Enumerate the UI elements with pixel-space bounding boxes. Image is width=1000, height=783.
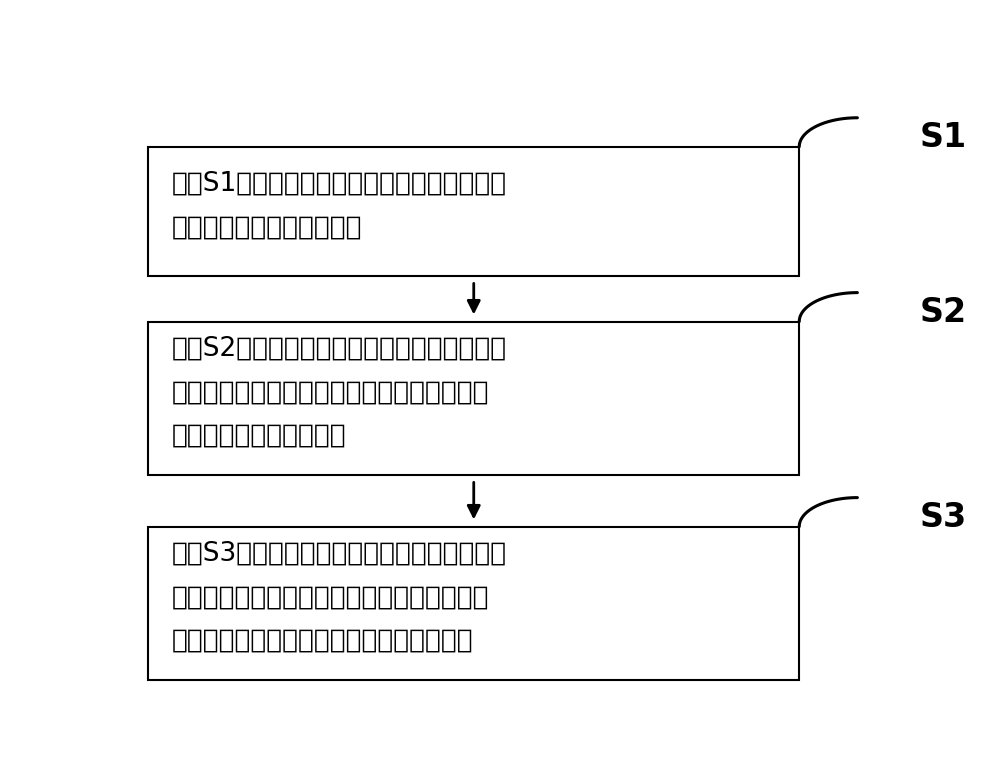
Text: 步骤S2：自数据库中采用设计特征查找一相近: 步骤S2：自数据库中采用设计特征查找一相近 [172, 336, 507, 362]
Text: S1: S1 [919, 121, 966, 153]
Text: S2: S2 [919, 296, 966, 329]
Text: 模拟反应系统符合目标反应系统的设计指标后: 模拟反应系统符合目标反应系统的设计指标后 [172, 584, 489, 611]
Text: 步骤S1：针对一目标反应系统的设计需求生成: 步骤S1：针对一目标反应系统的设计需求生成 [172, 171, 507, 197]
Text: 以生成一模拟反应系统；: 以生成一模拟反应系统； [172, 423, 346, 449]
Text: 的历史反应系统，对历史反应系统进行调整，: 的历史反应系统，对历史反应系统进行调整， [172, 380, 489, 406]
Text: 步骤S3：对模拟反应系统进行模拟并迭代，当: 步骤S3：对模拟反应系统进行模拟并迭代，当 [172, 541, 507, 567]
Text: S3: S3 [919, 500, 967, 534]
Bar [148, 322, 799, 475]
Bar [148, 526, 799, 680]
Text: 目标反应系统的设计特征；: 目标反应系统的设计特征； [172, 215, 362, 240]
Bar [148, 146, 799, 276]
Text: ，将模拟反应系统作为目标反应系统输出。: ，将模拟反应系统作为目标反应系统输出。 [172, 628, 473, 654]
